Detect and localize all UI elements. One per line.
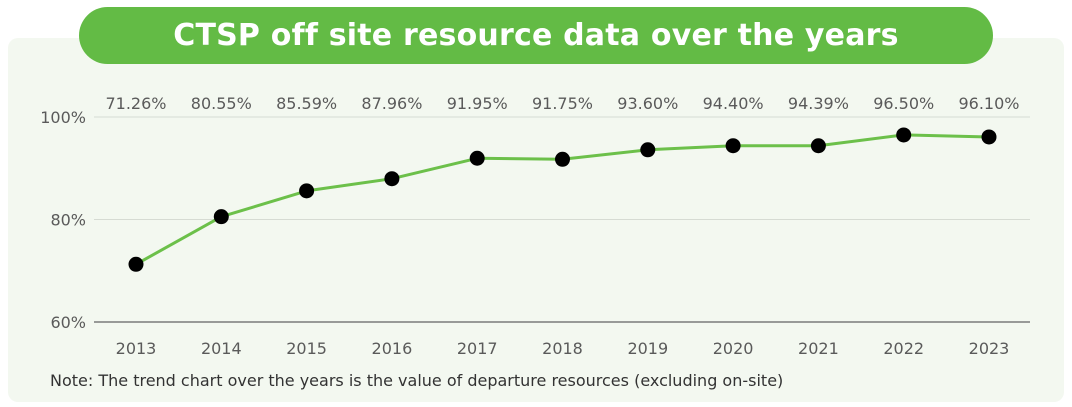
data-label-2019: 93.60% xyxy=(617,94,678,113)
x-tick-label-2015: 2015 xyxy=(286,339,327,358)
x-tick-label-2018: 2018 xyxy=(542,339,583,358)
x-tick-label-2020: 2020 xyxy=(713,339,754,358)
x-tick-label-2014: 2014 xyxy=(201,339,242,358)
data-point-2013 xyxy=(128,256,144,272)
x-tick-label-2019: 2019 xyxy=(627,339,668,358)
data-label-2013: 71.26% xyxy=(105,94,166,113)
y-tick-label-60: 60% xyxy=(50,313,86,332)
data-labels: 71.26% 80.55% 85.59% 87.96% 91.95% 91.75% 93.6… xyxy=(105,94,1019,113)
data-point-2019 xyxy=(640,142,656,158)
y-tick-label-80: 80% xyxy=(50,211,86,230)
data-label-2015: 85.59% xyxy=(276,94,337,113)
data-point-2023 xyxy=(981,129,997,145)
chart-note: Note: The trend chart over the years is … xyxy=(50,371,784,390)
y-axis-tick-labels: 60% 80% 100% xyxy=(40,108,86,332)
data-point-2017 xyxy=(469,150,485,166)
data-label-2023: 96.10% xyxy=(958,94,1019,113)
data-point-2020 xyxy=(725,138,741,154)
chart-title: CTSP off site resource data over the yea… xyxy=(79,7,993,64)
x-tick-label-2023: 2023 xyxy=(969,339,1010,358)
data-point-2015 xyxy=(299,183,315,199)
data-point-2018 xyxy=(555,151,570,167)
data-point-2014 xyxy=(213,209,229,225)
x-tick-label-2013: 2013 xyxy=(116,339,157,358)
x-tick-label-2017: 2017 xyxy=(457,339,498,358)
data-point-2022 xyxy=(896,127,912,143)
x-tick-label-2021: 2021 xyxy=(798,339,839,358)
x-tick-label-2022: 2022 xyxy=(883,339,924,358)
data-label-2022: 96.50% xyxy=(873,94,934,113)
data-label-2014: 80.55% xyxy=(191,94,252,113)
data-label-2018: 91.75% xyxy=(532,94,593,113)
data-point-2016 xyxy=(384,171,400,187)
grid-lines xyxy=(94,116,1030,323)
y-tick-label-100: 100% xyxy=(40,108,86,127)
data-point-2021 xyxy=(810,138,826,154)
data-label-2020: 94.40% xyxy=(703,94,764,113)
data-label-2021: 94.39% xyxy=(788,94,849,113)
x-tick-label-2016: 2016 xyxy=(372,339,413,358)
x-axis-tick-labels: 2013 2014 2015 2016 2017 2018 2019 2020 2021 2022… xyxy=(116,339,1010,358)
data-label-2017: 91.95% xyxy=(447,94,508,113)
data-points xyxy=(128,127,997,272)
data-label-2016: 87.96% xyxy=(361,94,422,113)
